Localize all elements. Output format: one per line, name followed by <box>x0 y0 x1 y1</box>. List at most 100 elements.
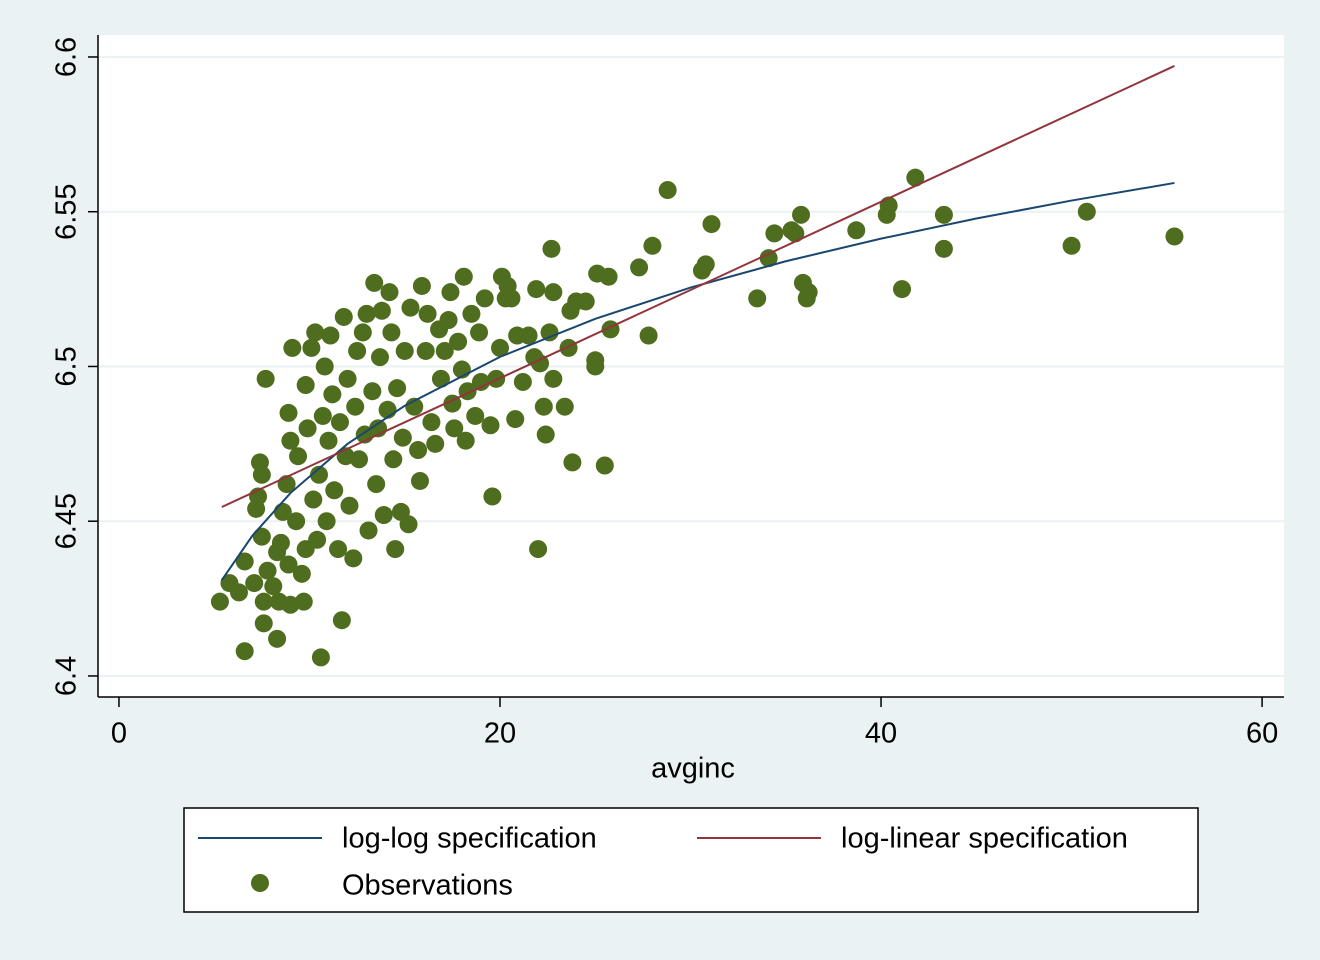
scatter-point <box>540 323 559 342</box>
fit-line <box>221 65 1175 508</box>
scatter-point <box>435 341 454 360</box>
scatter-point <box>542 239 561 258</box>
scatter-point <box>416 341 435 360</box>
scatter-point <box>294 592 313 611</box>
scatter-point <box>439 311 458 330</box>
scatter-point <box>323 385 342 404</box>
scatter-point <box>544 283 563 302</box>
scatter-point <box>210 592 229 611</box>
scatter-point <box>380 283 399 302</box>
scatter-point <box>893 280 912 299</box>
scatter-point <box>279 403 298 422</box>
scatter-point <box>445 419 464 438</box>
scatter-point <box>426 434 445 453</box>
scatter-point <box>483 487 502 506</box>
scatter-point <box>353 323 372 342</box>
scatter-point <box>254 614 273 633</box>
scatter-point <box>1165 227 1184 246</box>
scatter-point <box>586 357 605 376</box>
scatter-point <box>359 521 378 540</box>
scatter-point <box>338 369 357 388</box>
scatter-point <box>934 239 953 258</box>
scatter-point <box>296 376 315 395</box>
scatter-point <box>658 181 677 200</box>
scatter-point <box>559 338 578 357</box>
scatter-point <box>702 215 721 234</box>
scatter-point <box>471 372 490 391</box>
scatter-point <box>906 168 925 187</box>
legend-label: log-linear specification <box>841 823 1128 855</box>
scatter-point <box>350 450 369 469</box>
scatter-point <box>317 512 336 531</box>
scatter-point <box>422 413 441 432</box>
scatter-point <box>334 307 353 326</box>
scatter-point <box>470 323 489 342</box>
y-tick-label: 6.4 <box>51 656 83 696</box>
scatter-point <box>287 512 306 531</box>
scatter-point <box>374 506 393 525</box>
scatter-point <box>365 273 384 292</box>
scatter-point <box>401 298 420 317</box>
scatter-point <box>357 304 376 323</box>
scatter-point <box>271 533 290 552</box>
scatter-point <box>563 453 582 472</box>
scatter-point <box>395 341 414 360</box>
scatter-point <box>332 611 351 630</box>
scatter-point <box>502 289 521 308</box>
scatter-point <box>475 289 494 308</box>
scatter-point <box>393 428 412 447</box>
scatter-point <box>456 431 475 450</box>
scatter-point <box>527 280 546 299</box>
scatter-point <box>302 338 321 357</box>
scatter-point <box>313 406 332 425</box>
y-tick-label: 6.6 <box>51 37 83 77</box>
legend-label: log-log specification <box>342 823 597 855</box>
scatter-point <box>555 397 574 416</box>
scatter-point <box>330 413 349 432</box>
scatter-point <box>529 540 548 559</box>
scatter-point <box>298 419 317 438</box>
scatter-point <box>245 574 264 593</box>
scatter-point <box>847 221 866 240</box>
scatter-point <box>1077 202 1096 221</box>
scatter-point <box>696 255 715 274</box>
x-tick-label: 40 <box>865 718 897 750</box>
scatter-point <box>264 577 283 596</box>
scatter-point <box>462 304 481 323</box>
scatter-point <box>340 496 359 515</box>
scatter-point <box>252 465 271 484</box>
scatter-point <box>412 276 431 295</box>
scatter-point <box>410 471 429 490</box>
scatter-point <box>304 490 323 509</box>
scatter-point <box>367 475 386 494</box>
scatter-point <box>321 326 340 345</box>
legend-marker <box>251 874 269 892</box>
scatter-point <box>279 555 298 574</box>
scatter-point <box>315 357 334 376</box>
scatter-point <box>346 397 365 416</box>
scatter-point <box>399 515 418 534</box>
scatter-point <box>256 369 275 388</box>
scatter-point <box>576 292 595 311</box>
scatter-point <box>792 205 811 224</box>
scatter-point <box>258 561 277 580</box>
scatter-point <box>799 283 818 302</box>
scatter-point <box>639 326 658 345</box>
scatter-point <box>281 431 300 450</box>
scatter-point <box>229 583 248 602</box>
scatter-point <box>386 540 405 559</box>
x-tick-label: 0 <box>111 718 127 750</box>
scatter-point <box>370 348 389 367</box>
scatter-point <box>595 456 614 475</box>
scatter-point <box>491 338 510 357</box>
scatter-point <box>519 326 538 345</box>
scatter-point <box>506 410 525 429</box>
scatter-point <box>292 564 311 583</box>
scatter-point <box>544 369 563 388</box>
scatter-point <box>599 267 618 286</box>
fit-line <box>221 181 1175 581</box>
scatter-point <box>363 382 382 401</box>
scatter-point <box>748 289 767 308</box>
scatter-point <box>759 249 778 268</box>
